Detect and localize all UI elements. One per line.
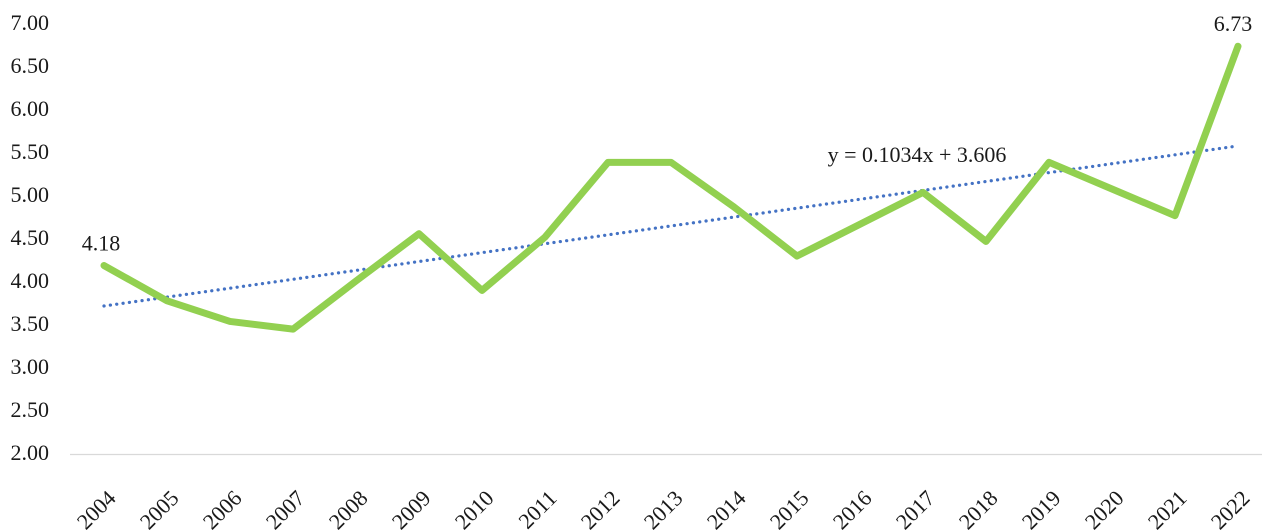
- y-axis-tick-label: 3.00: [11, 354, 50, 379]
- y-axis-tick-label: 6.00: [11, 96, 50, 121]
- x-axis-year-label: 2004: [72, 485, 121, 532]
- trendline-equation: y = 0.1034x + 3.606: [828, 142, 1007, 167]
- y-axis-tick-label: 4.50: [11, 225, 50, 250]
- y-axis-tick-label: 5.50: [11, 139, 50, 164]
- x-axis-year-label: 2007: [261, 485, 310, 532]
- x-axis-year-label: 2020: [1080, 485, 1129, 532]
- x-axis-year-label: 2018: [954, 485, 1003, 532]
- x-axis-year-label: 2009: [387, 485, 436, 532]
- x-axis-year-label: 2011: [513, 485, 561, 532]
- x-axis-year-label: 2019: [1017, 485, 1066, 532]
- y-axis-tick-label: 4.00: [11, 268, 50, 293]
- x-axis-year-label: 2006: [198, 485, 247, 532]
- x-axis-year-label: 2010: [450, 485, 499, 532]
- x-axis-year-label: 2012: [576, 485, 625, 532]
- y-axis-tick-label: 3.50: [11, 311, 50, 336]
- x-axis-year-label: 2008: [324, 485, 373, 532]
- x-axis-year-label: 2015: [765, 485, 814, 532]
- trendline: [102, 144, 1240, 308]
- data-label-first: 4.18: [82, 231, 121, 256]
- x-axis-year-label: 2017: [891, 485, 940, 532]
- x-axis-year-label: 2016: [828, 485, 877, 532]
- x-axis-year-label: 2005: [135, 485, 184, 532]
- series-line: [100, 42, 1242, 333]
- y-axis-tick-label: 2.00: [11, 440, 50, 465]
- y-axis-tick-label: 7.00: [11, 10, 50, 35]
- data-label-last: 6.73: [1214, 11, 1253, 36]
- y-axis-tick-label: 5.00: [11, 182, 50, 207]
- y-axis-tick-label: 6.50: [11, 53, 50, 78]
- x-axis-year-label: 2013: [639, 485, 688, 532]
- x-axis-year-label: 2021: [1143, 485, 1192, 532]
- y-axis-tick-label: 2.50: [11, 397, 50, 422]
- x-axis-year-label: 2022: [1206, 485, 1255, 532]
- x-axis-year-label: 2014: [702, 485, 751, 532]
